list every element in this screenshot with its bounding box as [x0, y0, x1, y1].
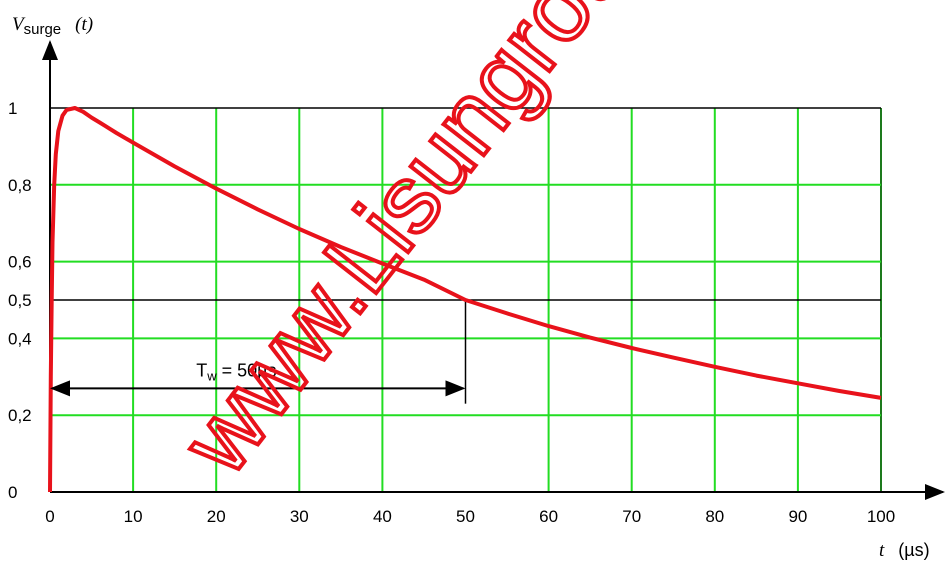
x-tick-label: 80	[705, 507, 724, 526]
watermark-text: www.Lisungroup.	[162, 0, 697, 494]
y-tick-label: 0,8	[8, 176, 32, 195]
x-tick-label: 0	[45, 507, 54, 526]
x-tick-label: 10	[124, 507, 143, 526]
tw-label: Tw = 50µs	[196, 360, 276, 383]
x-tick-label: 100	[867, 507, 895, 526]
y-tick-label: 0,6	[8, 253, 32, 272]
x-tick-label: 90	[788, 507, 807, 526]
y-tick-label: 0,5	[8, 291, 32, 310]
x-tick-label: 70	[622, 507, 641, 526]
x-tick-label: 20	[207, 507, 226, 526]
tw-annotation: Tw = 50µs	[50, 360, 466, 397]
x-tick-label: 50	[456, 507, 475, 526]
x-tick-label: 60	[539, 507, 558, 526]
x-axis-title: t (µs)	[879, 540, 930, 561]
series	[48, 106, 882, 493]
tick-labels: 0 10 20 30 40 50 60 70 80 90 100 0 0,2 0,4 0,5 0,6 0,8 1	[8, 99, 895, 526]
x-tick-label: 30	[290, 507, 309, 526]
y-axis-title: Vsurge (t)	[12, 14, 93, 38]
x-tick-label: 40	[373, 507, 392, 526]
y-tick-label: 0,2	[8, 406, 32, 425]
y-tick-label: 1	[8, 99, 17, 118]
y-tick-label: 0,4	[8, 329, 32, 348]
surge-curve	[48, 106, 882, 493]
y-tick-label: 0	[8, 483, 17, 502]
